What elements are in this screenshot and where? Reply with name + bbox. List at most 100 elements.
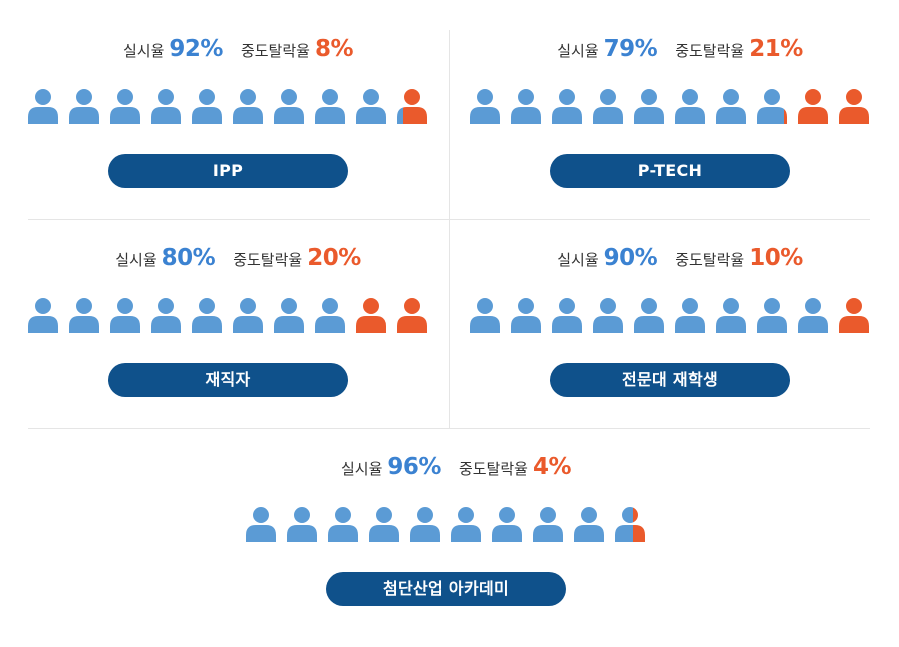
- person-icon: [511, 89, 541, 124]
- implementation-portion: [315, 89, 345, 124]
- person-icon: [492, 507, 522, 542]
- person-icon: [552, 89, 582, 124]
- implementation-portion: [192, 89, 222, 124]
- person-icon: [69, 298, 99, 333]
- program-button-advanced-industry-academy[interactable]: 첨단산업 아카데미: [326, 572, 566, 606]
- dropout-value: 20%: [307, 245, 361, 271]
- stats-line: 실시율 80% 중도탈락율 20%: [28, 245, 448, 271]
- implementation-label: 실시율: [122, 42, 165, 60]
- program-button-employees[interactable]: 재직자: [108, 363, 348, 397]
- person-icon: [634, 89, 664, 124]
- program-panel-advanced-industry-academy: 실시율 96% 중도탈락율 4% 첨단산업 아카데미: [246, 418, 666, 628]
- implementation-portion: [675, 89, 705, 124]
- person-icon: [274, 298, 304, 333]
- dropout-label: 중도탈락율: [240, 42, 310, 60]
- implementation-portion: [757, 298, 787, 333]
- person-icon: [839, 298, 869, 333]
- implementation-portion: [593, 298, 623, 333]
- person-icon: [397, 89, 427, 124]
- person-icon: [328, 507, 358, 542]
- implementation-portion: [192, 298, 222, 333]
- dropout-portion: [784, 89, 787, 124]
- person-icon: [615, 507, 645, 542]
- person-icon: [574, 507, 604, 542]
- implementation-portion: [574, 507, 604, 542]
- implementation-portion: [470, 298, 500, 333]
- dropout-label: 중도탈락율: [675, 42, 745, 60]
- dropout-label: 중도탈락율: [233, 251, 303, 269]
- implementation-portion: [716, 298, 746, 333]
- implementation-portion: [233, 89, 263, 124]
- person-icon: [287, 507, 317, 542]
- person-icon: [192, 89, 222, 124]
- implementation-value: 80%: [161, 245, 216, 271]
- person-icon: [397, 298, 427, 333]
- dropout-portion: [798, 89, 828, 124]
- person-icon: [151, 89, 181, 124]
- program-button-college-students[interactable]: 전문대 재학생: [550, 363, 790, 397]
- person-icon-row: [470, 88, 869, 126]
- program-button-ipp[interactable]: IPP: [108, 154, 348, 188]
- program-button-ptech[interactable]: P-TECH: [550, 154, 790, 188]
- implementation-portion: [511, 89, 541, 124]
- implementation-portion: [410, 507, 440, 542]
- implementation-portion: [397, 89, 403, 124]
- column-divider: [449, 30, 450, 428]
- person-icon: [716, 298, 746, 333]
- person-icon: [110, 298, 140, 333]
- implementation-label: 실시율: [340, 460, 383, 478]
- person-icon: [28, 298, 58, 333]
- implementation-portion: [634, 298, 664, 333]
- person-icon: [233, 298, 263, 333]
- person-icon: [356, 298, 386, 333]
- person-icon: [28, 89, 58, 124]
- stats-line: 실시율 90% 중도탈락율 10%: [470, 245, 890, 271]
- person-icon: [410, 507, 440, 542]
- implementation-portion: [274, 298, 304, 333]
- person-icon: [634, 298, 664, 333]
- implementation-portion: [328, 507, 358, 542]
- implementation-portion: [233, 298, 263, 333]
- person-icon: [246, 507, 276, 542]
- implementation-portion: [615, 507, 633, 542]
- person-icon: [192, 298, 222, 333]
- program-panel-college-students: 실시율 90% 중도탈락율 10% 전문대 재학생: [470, 209, 890, 419]
- person-icon: [470, 89, 500, 124]
- dropout-portion: [397, 298, 427, 333]
- implementation-portion: [28, 89, 58, 124]
- implementation-portion: [246, 507, 276, 542]
- person-icon: [233, 89, 263, 124]
- implementation-label: 실시율: [115, 251, 157, 269]
- stats-line: 실시율 79% 중도탈락율 21%: [470, 36, 890, 62]
- implementation-portion: [69, 89, 99, 124]
- implementation-portion: [552, 298, 582, 333]
- implementation-value: 90%: [603, 245, 658, 271]
- dropout-portion: [403, 89, 427, 124]
- person-icon: [356, 89, 386, 124]
- implementation-portion: [28, 298, 58, 333]
- dropout-value: 10%: [749, 245, 803, 271]
- person-icon: [511, 298, 541, 333]
- dropout-value: 21%: [749, 36, 803, 62]
- dropout-portion: [839, 89, 869, 124]
- person-icon-row: [28, 297, 427, 335]
- person-icon: [315, 89, 345, 124]
- person-icon: [593, 298, 623, 333]
- person-icon: [110, 89, 140, 124]
- program-panel-employees: 실시율 80% 중도탈락율 20% 재직자: [28, 209, 448, 419]
- implementation-portion: [369, 507, 399, 542]
- implementation-value: 92%: [169, 36, 223, 62]
- person-icon: [593, 89, 623, 124]
- implementation-portion: [552, 89, 582, 124]
- row-divider-bottom: [28, 428, 870, 429]
- implementation-portion: [69, 298, 99, 333]
- implementation-portion: [492, 507, 522, 542]
- dropout-value: 4%: [532, 454, 572, 480]
- stats-line: 실시율 92% 중도탈락율 8%: [28, 36, 448, 62]
- implementation-value: 96%: [387, 454, 441, 480]
- person-icon: [470, 298, 500, 333]
- implementation-portion: [315, 298, 345, 333]
- implementation-portion: [634, 89, 664, 124]
- dropout-label: 중도탈락율: [458, 460, 528, 478]
- person-icon-row: [470, 297, 869, 335]
